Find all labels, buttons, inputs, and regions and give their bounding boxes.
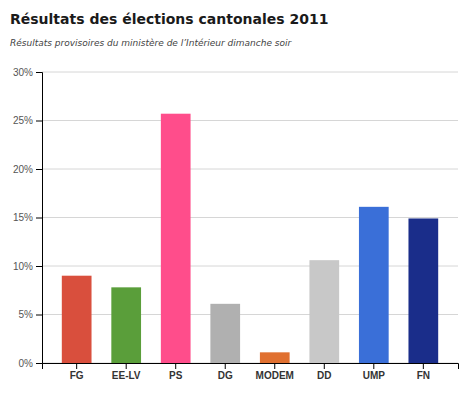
tick-mark [36,363,42,364]
bar [309,260,339,363]
grid [42,72,458,363]
tick-mark [373,363,374,369]
tick-mark [175,363,176,369]
bar [408,218,438,363]
bar [260,352,290,363]
tick: DG [218,363,233,381]
tick: 20% [13,164,42,175]
title: Résultats des élections cantonales 2011 [10,11,328,27]
subtitle: Résultats provisoires du ministère de l’… [10,38,292,48]
chart: Résultats des élections cantonales 2011 R… [0,0,470,393]
tick: DD [317,363,331,381]
tick-label: 0% [19,358,34,369]
tick-mark [225,363,226,369]
tick-label: 25% [13,115,33,126]
grid-line [42,314,458,315]
tick-label: 5% [19,309,34,320]
tick: 5% [19,309,42,320]
tick-mark [76,363,77,369]
grid-line [42,72,458,73]
tick-label: UMP [363,370,386,381]
tick: 15% [13,212,42,223]
tick: 10% [13,261,42,272]
tick: UMP [363,363,386,381]
y-axis: 0% 5% 10% 15% 20% 25% 30% [13,67,43,369]
tick-mark [36,169,42,170]
grid-line [42,266,458,267]
grid-line [42,169,458,170]
tick-label: PS [169,370,183,381]
tick-label: FN [417,370,430,381]
tick-mark [36,72,42,73]
tick: EE-LV [112,363,141,381]
tick-mark [423,363,424,369]
tick-mark [126,363,127,369]
tick-mark [36,218,42,219]
bar [210,304,240,363]
tick-label: MODEM [256,370,294,381]
plot: 0% 5% 10% 15% 20% 25% 30% FG EE-LV PS DG MODEM DD UMP… [13,67,459,381]
tick: FG [70,363,84,381]
tick: 30% [13,67,42,78]
tick-label: 15% [13,212,33,223]
bar [111,287,141,363]
grid-line [42,120,458,121]
grid-line [42,217,458,218]
tick-label: FG [70,370,84,381]
tick: 0% [19,358,42,369]
tick: 25% [13,115,42,126]
tick-label: 30% [13,67,33,78]
bars [62,114,438,363]
tick: PS [169,363,183,381]
tick: FN [417,363,430,381]
tick-mark [36,121,42,122]
axis-line [43,364,459,370]
tick-mark [36,266,42,267]
tick-mark [274,363,275,369]
tick-label: DD [317,370,331,381]
tick-label: 10% [13,261,33,272]
bar [62,276,92,363]
tick-mark [36,315,42,316]
tick-label: 20% [13,164,33,175]
tick-label: EE-LV [112,370,141,381]
x-axis: FG EE-LV PS DG MODEM DD UMP FN [43,363,459,381]
tick-mark [324,363,325,369]
tick-label: DG [218,370,233,381]
bar [161,114,191,363]
tick: MODEM [256,363,294,381]
bar [359,207,389,363]
axis-line [36,73,43,364]
